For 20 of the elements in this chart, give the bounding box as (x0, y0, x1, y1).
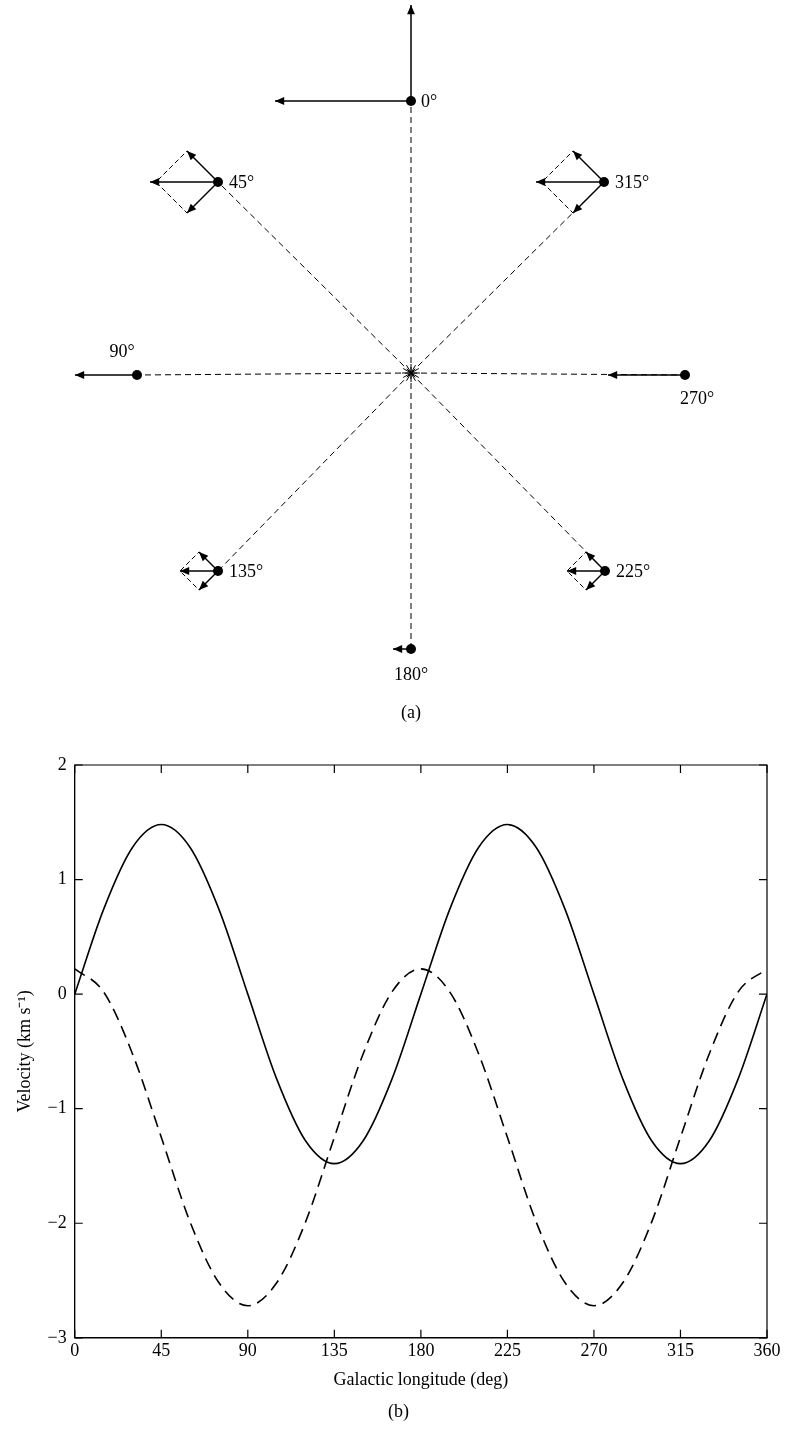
x-tick-label: 135 (320, 1340, 348, 1361)
y-tick-label: −2 (47, 1211, 67, 1232)
x-tick-label: 270 (580, 1340, 608, 1361)
text: 180° (393, 664, 429, 684)
y-tick-label: 1 (57, 868, 67, 889)
x-tick-label: 225 (493, 1340, 521, 1361)
x-axis-title: Galactic longitude (deg) (333, 1368, 509, 1390)
x-tick-label: 45 (152, 1340, 171, 1361)
x-tick-label: 90 (238, 1340, 257, 1361)
text: (a) (401, 702, 421, 723)
text: (b) (387, 1401, 410, 1422)
y-tick-label: 2 (57, 753, 67, 774)
y-axis-title: Velocity (km s⁻¹) (13, 990, 35, 1113)
x-tick-label: 180 (407, 1340, 435, 1361)
x-tick-label: 360 (753, 1340, 781, 1361)
y-tick-label: −3 (47, 1326, 67, 1347)
y-tick-label: −1 (47, 1097, 67, 1118)
y-tick-label: 0 (57, 982, 67, 1003)
x-tick-label: 0 (70, 1340, 80, 1361)
x-tick-label: 315 (666, 1340, 694, 1361)
